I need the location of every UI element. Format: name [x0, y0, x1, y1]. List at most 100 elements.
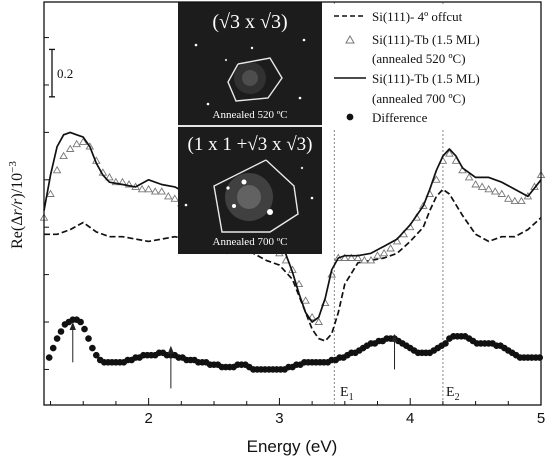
leed-spot: [242, 70, 258, 86]
data-point-triangle: [170, 194, 180, 202]
data-point-triangle: [484, 184, 493, 193]
data-point-triangle: [46, 189, 55, 197]
x-tick-label: 5: [537, 410, 545, 427]
legend-entry-offcut: Si(111)- 4º offcut: [334, 9, 463, 24]
data-point-triangle: [379, 248, 389, 257]
leed-hexagon-outline: [213, 159, 299, 233]
data-point-dot: [536, 354, 543, 361]
data-point-triangle: [150, 187, 160, 195]
vertical-guide-lines: [333, 2, 444, 405]
inset-520-caption: Annealed 520 ºC: [213, 109, 288, 121]
data-point-triangle: [477, 182, 487, 190]
y-axis-ticks: [44, 37, 49, 370]
leed-hexagon-outline: [227, 57, 283, 102]
leed-spot: [206, 102, 210, 106]
y-axis-label-scale: /10: [9, 173, 26, 193]
data-point-triangle: [497, 189, 507, 197]
scale-bar-label: 0.2: [57, 66, 73, 81]
data-point-triangle: [510, 196, 520, 205]
legend-entry-700: Si(111)-Tb (1.5 ML) (annealed 700 ºC): [334, 71, 480, 106]
y-axis-label-re: Re(: [9, 226, 26, 249]
leed-inset-520: (√3 x √3) Annealed 520 ºC: [178, 2, 322, 125]
legend-label-secondary: (annealed 520 ºC): [372, 51, 466, 66]
data-point-triangle: [105, 173, 114, 181]
x-tick-label: 3: [275, 410, 283, 427]
data-point-triangle: [471, 180, 480, 188]
data-point-triangle: [432, 175, 441, 183]
data-point-triangle: [340, 253, 350, 261]
x-axis-label: Energy (eV): [247, 437, 338, 456]
legend: Si(111)- 4º offcut Si(111)-Tb (1.5 ML) (…: [332, 4, 539, 128]
data-point-triangle: [445, 149, 454, 157]
data-point-triangle: [144, 184, 153, 193]
e2-label: E2: [446, 385, 460, 403]
y-axis-label-close: ): [9, 193, 26, 198]
x-tick-label: 2: [144, 410, 152, 427]
data-point-triangle: [314, 317, 323, 325]
leed-spot: [310, 196, 314, 200]
legend-swatch-triangle: [345, 34, 355, 44]
legend-swatch-dot: [346, 113, 354, 121]
arrow-head: [167, 345, 175, 354]
inset-520-title: (√3 x √3): [212, 11, 287, 33]
e2-letter: E: [446, 385, 455, 400]
critical-point-labels: E1 E2: [340, 385, 460, 403]
legend-label-secondary: (annealed 700 ºC): [372, 91, 466, 106]
leed-spot: [267, 209, 273, 215]
data-point-dot: [93, 351, 100, 359]
series-difference-dots: [45, 316, 543, 373]
y-axis-label: Re(Δr/r)/10−3: [7, 161, 26, 249]
series-layer: [39, 131, 546, 373]
inset-700-caption: Annealed 700 ºC: [213, 236, 288, 248]
inset-700-title: (1 x 1 +√3 x √3): [188, 134, 313, 155]
y-axis-label-ratio: r/r: [9, 198, 26, 216]
data-point-triangle: [517, 196, 526, 205]
leed-spot: [302, 38, 306, 42]
y-axis-label-exponent: −3: [7, 161, 19, 173]
data-point-dot: [442, 340, 449, 347]
leed-spot: [184, 203, 188, 207]
legend-label: Si(111)-Tb (1.5 ML): [372, 71, 480, 86]
leed-spot: [226, 186, 230, 190]
legend-label: Difference: [372, 110, 428, 125]
plot-frame: [43, 1, 542, 406]
data-point-triangle: [386, 244, 395, 252]
e2-subscript: 2: [455, 392, 460, 403]
data-point-triangle: [52, 165, 62, 174]
data-point-dot: [45, 354, 53, 361]
data-point-dot: [85, 335, 92, 342]
leed-spot: [300, 166, 304, 170]
x-tick-label: 4: [406, 410, 414, 427]
series-line-offcut: [44, 188, 542, 342]
e1-label: E1: [340, 385, 354, 403]
leed-spot: [232, 204, 236, 208]
data-point-triangle: [137, 184, 147, 193]
data-point-triangle: [504, 194, 513, 202]
series-line-700C: [43, 131, 542, 323]
axes: [43, 1, 542, 406]
leed-spot: [298, 96, 302, 100]
x-axis-ticks: [50, 398, 542, 405]
data-point-triangle: [301, 296, 310, 304]
leed-spot: [241, 179, 247, 185]
x-tick-labels: 2 3 4 5: [144, 410, 545, 427]
data-point-triangle: [353, 253, 363, 261]
data-point-dot: [81, 325, 88, 333]
leed-spot: [224, 58, 228, 62]
leed-inset-700: (1 x 1 +√3 x √3) Annealed 700 ºC: [178, 127, 322, 254]
data-point-triangle: [490, 187, 500, 195]
legend-entry-difference: Difference: [346, 110, 428, 125]
leed-spot: [250, 46, 254, 50]
legend-background: [332, 4, 539, 128]
leed-spot: [194, 43, 198, 47]
scale-bar: 0.2: [49, 48, 73, 98]
data-point-triangle: [157, 187, 166, 195]
data-point-dot: [57, 328, 65, 335]
legend-entry-520: Si(111)-Tb (1.5 ML) (annealed 520 ºC): [345, 32, 480, 66]
data-point-triangle: [464, 173, 474, 181]
e1-letter: E: [340, 385, 349, 400]
leed-insets: (√3 x √3) Annealed 520 ºC (1 x 1 +√3 x √…: [178, 2, 322, 254]
data-point-dot: [89, 344, 96, 352]
data-point-dot: [49, 344, 57, 352]
